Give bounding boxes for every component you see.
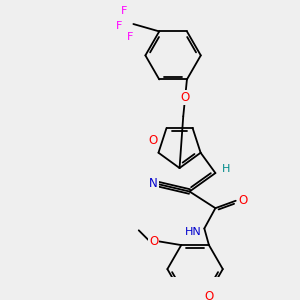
Text: O: O bbox=[148, 134, 158, 147]
Text: HN: HN bbox=[185, 227, 202, 237]
Text: H: H bbox=[222, 164, 231, 174]
Text: F: F bbox=[121, 6, 127, 16]
Text: O: O bbox=[238, 194, 248, 207]
Text: O: O bbox=[181, 92, 190, 104]
Text: O: O bbox=[149, 235, 158, 248]
Text: F: F bbox=[127, 32, 133, 42]
Text: F: F bbox=[116, 21, 122, 31]
Text: O: O bbox=[204, 290, 214, 300]
Text: N: N bbox=[149, 177, 158, 190]
